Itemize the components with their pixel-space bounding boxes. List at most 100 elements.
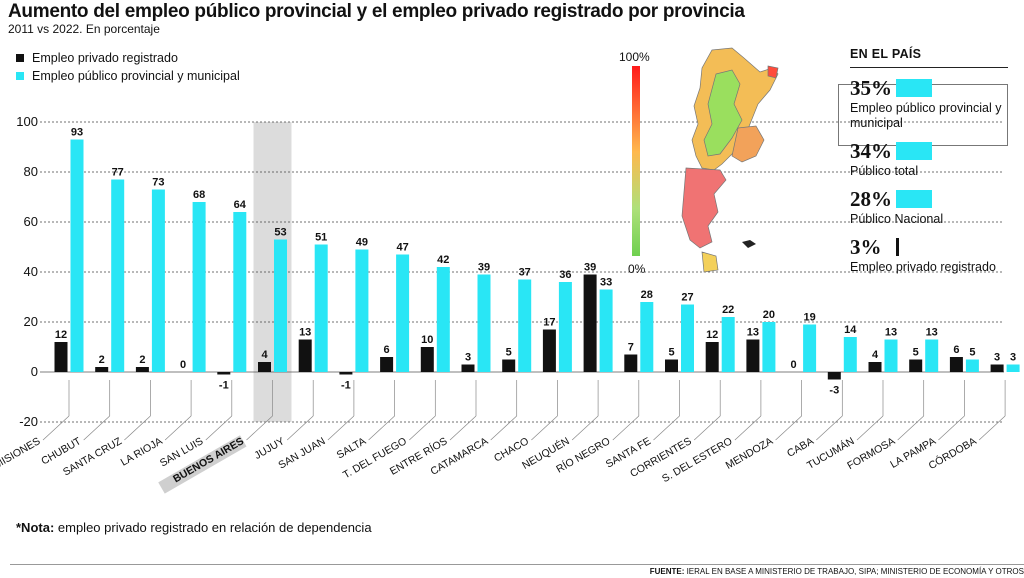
data-label-public: 77: [112, 167, 124, 179]
category-leader: [286, 415, 314, 441]
data-label-private: 5: [913, 347, 919, 359]
bar-private: [583, 274, 597, 372]
data-label-private: 12: [55, 329, 67, 341]
bar-private: [542, 329, 556, 372]
data-label-private: 12: [706, 329, 718, 341]
category-label: MISIONES: [0, 435, 43, 471]
category-leader: [816, 415, 843, 441]
category-leader: [571, 415, 599, 441]
stat-value: 35%: [850, 76, 892, 100]
bar-public: [803, 324, 817, 372]
color-scale-min: 0%: [628, 262, 646, 276]
data-label-private: 6: [953, 344, 959, 356]
y-tick-label: 100: [16, 114, 38, 129]
bar-public: [721, 317, 735, 372]
data-label-public: 27: [681, 292, 693, 304]
bar-public: [274, 239, 287, 372]
footnote-text: empleo privado registrado en relación de…: [54, 520, 372, 535]
category-leader: [124, 415, 151, 441]
y-tick-label: 20: [24, 314, 38, 329]
category-leader: [246, 415, 273, 441]
data-label-private: 7: [628, 342, 634, 354]
data-label-public: 68: [193, 189, 205, 201]
category-leader: [775, 415, 802, 441]
data-label-private: 3: [465, 352, 471, 364]
category-leader: [734, 415, 762, 441]
chart-subtitle: 2011 vs 2022. En porcentaje: [8, 22, 160, 36]
legend-item-public: Empleo público provincial y municipal: [16, 67, 240, 85]
legend-swatch-private: [16, 54, 24, 62]
source-line: FUENTE: IERAL EN BASE A MINISTERIO DE TR…: [10, 564, 1024, 576]
data-label-public: 5: [969, 347, 975, 359]
category-leader: [531, 415, 558, 441]
map-malvinas: [742, 240, 756, 248]
category-leader: [205, 415, 233, 441]
data-label-private: 3: [994, 352, 1000, 364]
bar-private: [827, 372, 841, 380]
source-text: IERAL EN BASE A MINISTERIO DE TRABAJO, S…: [684, 567, 1024, 576]
bar-private: [909, 359, 923, 372]
data-label-public: 47: [396, 242, 408, 254]
y-tick-label: 40: [24, 264, 38, 279]
footnote-bold: *Nota:: [16, 520, 55, 535]
bar-public: [233, 212, 247, 372]
stat-public-total: 34% Público total: [850, 140, 1008, 179]
stat-value: 3%: [850, 235, 882, 259]
category-leader: [164, 415, 192, 441]
data-label-private: 39: [584, 262, 596, 274]
category-label: CABA: [785, 435, 816, 460]
stat-label: Empleo privado registrado: [850, 260, 996, 274]
data-label-public: 19: [803, 312, 815, 324]
bar-public: [925, 339, 939, 372]
legend-label-public: Empleo público provincial y municipal: [32, 69, 240, 83]
bar-public: [314, 244, 328, 372]
y-tick-label: -20: [19, 414, 38, 429]
bar-private: [665, 359, 678, 372]
stat-swatch: [896, 142, 932, 160]
category-label: SAN JUAN: [276, 435, 327, 471]
data-label-private: -3: [829, 385, 839, 397]
legend-item-private: Empleo privado registrado: [16, 49, 240, 67]
data-label-private: 0: [791, 359, 797, 371]
footnote: *Nota: empleo privado registrado en rela…: [16, 520, 372, 535]
data-label-private: 13: [747, 327, 759, 339]
data-label-public: 64: [234, 199, 247, 211]
bar-public: [599, 289, 613, 372]
bar-private: [258, 362, 271, 372]
category-leader: [83, 415, 110, 441]
y-tick-label: 80: [24, 164, 38, 179]
category-leader: [368, 415, 395, 441]
bar-private: [339, 372, 353, 375]
data-label-public: 13: [926, 327, 938, 339]
map-south-region: [681, 167, 727, 249]
legend-swatch-public: [16, 72, 24, 80]
data-label-public: 73: [152, 177, 164, 189]
bar-chart: 100806040200-201293MISIONES277CHUBUT273S…: [0, 114, 1020, 494]
category-leader: [612, 415, 640, 441]
stat-private: 3% Empleo privado registrado: [850, 236, 1008, 275]
category-leader: [327, 415, 355, 441]
bar-private: [624, 354, 638, 372]
category-label: BUENOS AIRES: [171, 435, 246, 485]
category-leader: [490, 415, 517, 441]
data-label-public: 49: [356, 237, 368, 249]
data-label-private: 17: [543, 317, 555, 329]
category-leader: [856, 415, 884, 441]
bar-public: [762, 322, 776, 372]
bar-public: [640, 302, 654, 372]
category-label: S. DEL ESTERO: [660, 435, 734, 485]
bar-public: [965, 359, 979, 372]
bar-private: [135, 367, 149, 372]
y-tick-label: 0: [31, 364, 38, 379]
map-buenos-aires: [731, 125, 765, 163]
data-label-public: 37: [519, 267, 531, 279]
category-label-highlight: [158, 435, 247, 494]
data-label-private: 2: [139, 354, 145, 366]
data-label-public: 13: [885, 327, 897, 339]
data-label-public: 51: [315, 232, 327, 244]
data-label-private: 13: [299, 327, 311, 339]
bar-public: [70, 139, 84, 372]
data-label-private: 5: [668, 347, 674, 359]
bar-public: [192, 202, 206, 372]
bar-private: [949, 357, 963, 372]
